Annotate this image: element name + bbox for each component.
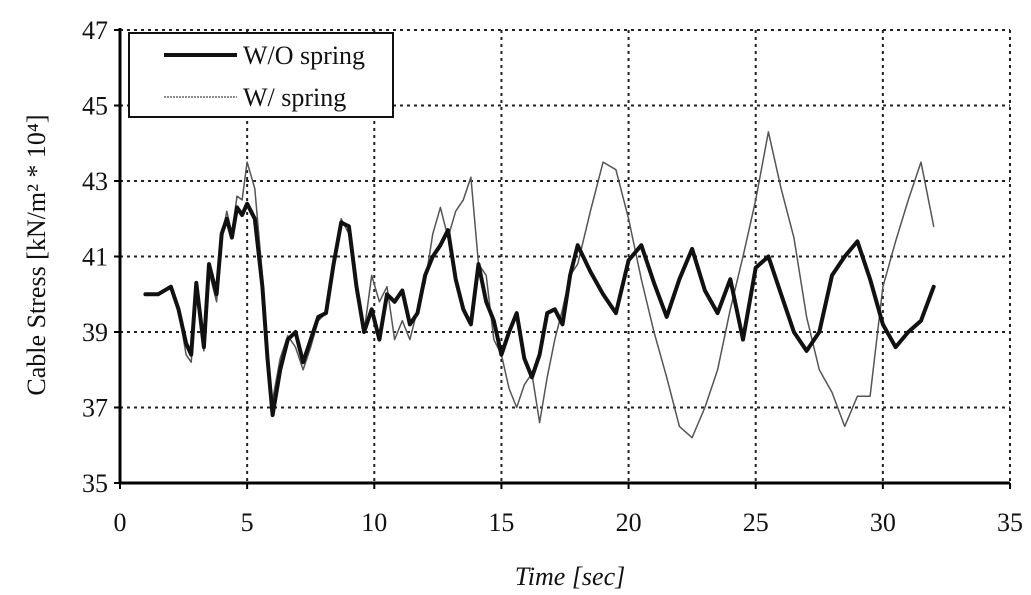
y-tick-label-39: 39 (82, 318, 108, 347)
y-tick-label-45: 45 (82, 92, 108, 121)
x-tick-label-15: 15 (488, 508, 514, 537)
x-tick-label-10: 10 (361, 508, 387, 537)
tick-labels: 0 5 10 15 20 25 30 35 35 37 39 41 43 45 47 (82, 16, 1023, 537)
y-tick-label-43: 43 (82, 167, 108, 196)
y-tick-label-37: 37 (82, 394, 108, 423)
x-tick-label-30: 30 (870, 508, 896, 537)
y-tick-label-35: 35 (82, 469, 108, 498)
y-tick-label-41: 41 (82, 243, 108, 272)
x-axis-label: Time [sec] (515, 562, 626, 591)
x-tick-label-25: 25 (743, 508, 769, 537)
x-tick-label-35: 35 (997, 508, 1023, 537)
x-tick-label-20: 20 (616, 508, 642, 537)
axes (114, 28, 1011, 489)
series-layer (143, 131, 936, 439)
legend-label-w-spring: W/ spring (243, 83, 346, 112)
legend-label-wo-spring: W/O spring (243, 41, 365, 70)
y-axis-label: Cable Stress [kN/m² * 10⁴] (22, 114, 51, 395)
legend: W/O spring W/ spring (128, 32, 394, 118)
y-tick-label-47: 47 (82, 16, 108, 45)
legend-box (128, 32, 394, 118)
series-line-w-spring (144, 131, 935, 439)
x-tick-label-5: 5 (241, 508, 254, 537)
x-tick-label-0: 0 (114, 508, 127, 537)
series-line-wo-spring (143, 201, 936, 418)
